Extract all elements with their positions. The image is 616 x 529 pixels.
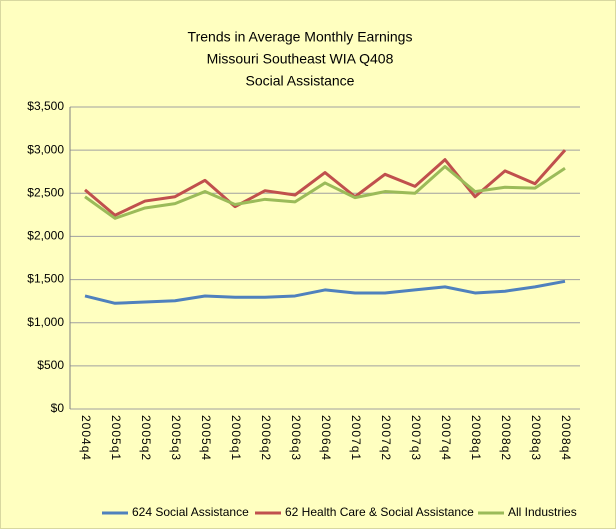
x-tick-label: 2008q3	[529, 415, 543, 461]
x-tick-label: 2006q2	[259, 415, 273, 461]
chart-title: Trends in Average Monthly Earnings	[188, 29, 413, 45]
line-series	[84, 165, 566, 220]
x-tick-label: 2007q3	[409, 415, 423, 461]
x-tick-label: 2005q1	[109, 415, 123, 461]
x-tick-label: 2005q3	[169, 415, 183, 461]
chart-title: Missouri Southeast WIA Q408	[207, 51, 394, 67]
y-tick-label: $3,500	[27, 99, 64, 113]
legend-label: 624 Social Assistance	[132, 505, 249, 519]
legend-label: 62 Health Care & Social Assistance	[285, 505, 474, 519]
y-tick-label: $1,500	[27, 272, 64, 286]
line-series	[84, 149, 567, 217]
x-tick-label: 2006q4	[319, 415, 333, 461]
y-tick-label: $1,000	[27, 315, 64, 329]
line-series	[84, 279, 566, 305]
y-tick-label: $500	[37, 358, 64, 372]
x-tick-label: 2007q2	[379, 415, 393, 461]
x-tick-label: 2008q2	[499, 415, 513, 461]
y-tick-label: $3,000	[27, 142, 64, 156]
x-tick-label: 2007q4	[439, 415, 453, 461]
x-tick-label: 2007q1	[349, 415, 363, 461]
chart-title: Social Assistance	[246, 73, 355, 89]
x-tick-label: 2008q4	[559, 415, 573, 461]
x-tick-label: 2004q4	[79, 415, 93, 461]
legend-label: All Industries	[508, 505, 577, 519]
y-tick-label: $0	[51, 401, 65, 415]
y-tick-label: $2,000	[27, 229, 64, 243]
x-tick-label: 2006q3	[289, 415, 303, 461]
x-tick-label: 2005q4	[199, 415, 213, 461]
x-tick-label: 2005q2	[139, 415, 153, 461]
y-tick-label: $2,500	[27, 185, 64, 199]
x-tick-label: 2008q1	[469, 415, 483, 461]
x-tick-label: 2006q1	[229, 415, 243, 461]
